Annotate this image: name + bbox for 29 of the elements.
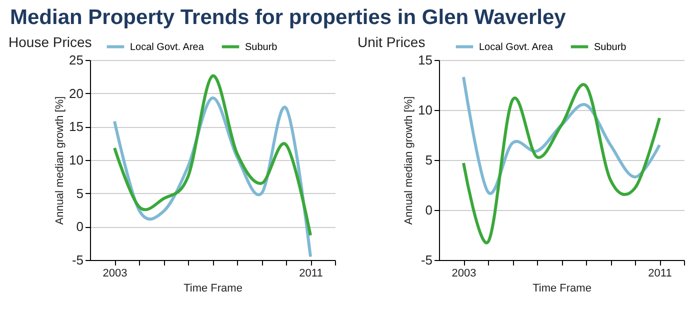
y-tick-label: 10 [69, 152, 84, 168]
y-tick-label: 10 [418, 102, 432, 118]
chart-subtitle: House Prices [8, 34, 92, 50]
chart-subtitle: Unit Prices [358, 34, 426, 50]
y-tick-label: -5 [420, 252, 432, 268]
y-tick-label: 0 [76, 219, 84, 234]
y-tick-label: 5 [425, 152, 432, 168]
y-axis-title: Annual median growth [%] [54, 96, 66, 225]
x-tick-label: 2011 [648, 268, 672, 280]
y-tick-label: 25 [69, 52, 84, 68]
x-tick-label: 2003 [102, 268, 128, 280]
y-tick-label: 15 [418, 52, 432, 68]
y-tick-label: 15 [69, 119, 84, 134]
legend-label: Local Govt. Area [130, 42, 204, 53]
x-tick-label: 2011 [299, 268, 323, 280]
legend-label: Suburb [245, 42, 278, 53]
x-axis-title: Time Frame [184, 282, 242, 294]
y-tick-label: 20 [69, 86, 84, 101]
line-series [462, 84, 661, 244]
y-tick-label: 0 [425, 202, 432, 218]
legend-label: Local Govt. Area [479, 42, 554, 53]
x-tick-label: 2003 [452, 268, 476, 280]
x-axis-title: Time Frame [532, 282, 592, 294]
y-tick-label: -5 [72, 252, 84, 268]
legend-label: Suburb [594, 42, 627, 53]
line-series [113, 74, 312, 237]
y-axis-title: Annual median growth [%] [403, 96, 416, 225]
chart-title: Median Property Trends for properties in Glen Waverley [9, 5, 567, 31]
y-tick-label: 5 [76, 186, 84, 201]
